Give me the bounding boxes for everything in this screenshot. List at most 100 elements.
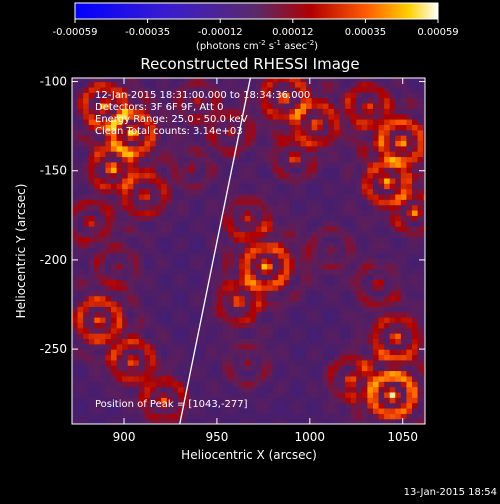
heatmap-cell (133, 113, 140, 120)
heatmap-cell (133, 177, 140, 184)
heatmap-cell (233, 279, 240, 286)
heatmap-cell (317, 193, 324, 200)
heatmap-cell (372, 370, 380, 377)
heatmap-cell (423, 381, 425, 388)
heatmap-cell (300, 386, 307, 393)
heatmap-cell (94, 333, 101, 339)
heatmap-cell (211, 316, 218, 323)
heatmap-cell (411, 418, 419, 424)
heatmap-cell (255, 140, 263, 147)
heatmap-cell (389, 124, 396, 131)
heatmap-cell (250, 97, 257, 104)
heatmap-cell (345, 183, 352, 190)
heatmap-cell (150, 284, 157, 291)
heatmap-cell (77, 365, 84, 372)
heatmap-cell (372, 97, 380, 104)
heatmap-cell (311, 418, 318, 424)
x-tick-label: 950 (205, 430, 228, 444)
heatmap-cell (72, 81, 79, 88)
heatmap-cell (255, 338, 263, 345)
heatmap-cell (356, 354, 363, 361)
heatmap-cell (294, 220, 302, 227)
heatmap-cell (384, 252, 391, 259)
heatmap-cell (272, 108, 279, 115)
heatmap-cell (272, 290, 279, 297)
heatmap-cell (138, 381, 146, 388)
heatmap-cell (417, 349, 424, 356)
heatmap-cell (77, 258, 84, 265)
heatmap-cell (183, 108, 190, 115)
heatmap-cell (289, 258, 296, 265)
heatmap-cell (372, 327, 380, 334)
heatmap-cell (339, 86, 346, 93)
heatmap-cell (400, 397, 408, 404)
heatmap-cell (172, 86, 179, 93)
heatmap-cell (300, 316, 307, 323)
heatmap-cell (122, 226, 129, 232)
heatmap-cell (133, 306, 140, 313)
heatmap-cell (361, 199, 369, 206)
heatmap-cell (189, 113, 196, 120)
heatmap-cells (72, 78, 425, 424)
heatmap-cell (261, 279, 268, 286)
heatmap-cell (300, 204, 307, 211)
heatmap-cell (244, 113, 251, 120)
heatmap-cell (94, 135, 101, 142)
heatmap-cell (239, 295, 246, 302)
heatmap-cell (244, 124, 251, 131)
heatmap-cell (423, 279, 425, 286)
heatmap-cell (250, 311, 257, 318)
heatmap-cell (294, 86, 302, 93)
heatmap-cell (194, 418, 201, 424)
heatmap-cell (88, 354, 95, 361)
heatmap-cell (272, 102, 279, 109)
heatmap-cell (155, 252, 162, 259)
heatmap-cell (423, 242, 425, 249)
heatmap-cell (77, 300, 84, 307)
heatmap-cell (322, 215, 329, 222)
heatmap-cell (105, 129, 112, 136)
heatmap-cell (333, 156, 341, 163)
heatmap-cell (155, 381, 162, 388)
heatmap-cell (345, 167, 352, 174)
heatmap-cell (88, 86, 95, 93)
heatmap-cell (272, 413, 279, 420)
heatmap-cell (94, 193, 101, 200)
heatmap-cell (200, 402, 207, 409)
heatmap-cell (384, 349, 391, 356)
heatmap-cell (361, 220, 369, 227)
heatmap-cell (372, 129, 380, 136)
heatmap-cell (400, 156, 408, 163)
heatmap-cell (122, 381, 129, 388)
heatmap-cell (406, 418, 413, 424)
heatmap-cell (372, 86, 380, 93)
heatmap-cell (99, 381, 107, 388)
heatmap-cell (255, 172, 263, 179)
heatmap-cell (122, 327, 129, 334)
heatmap-cell (144, 391, 151, 398)
heatmap-cell (99, 199, 107, 206)
heatmap-cell (411, 226, 419, 232)
heatmap-cell (361, 161, 369, 168)
heatmap-cell (356, 370, 363, 377)
heatmap-cell (389, 274, 396, 281)
heatmap-cell (105, 258, 112, 265)
heatmap-cell (400, 199, 408, 206)
heatmap-cell (155, 236, 162, 243)
heatmap-cell (345, 113, 352, 120)
heatmap-cell (395, 204, 402, 211)
heatmap-cell (94, 279, 101, 286)
heatmap-cell (400, 386, 408, 393)
heatmap-cell (267, 252, 274, 259)
heatmap-cell (311, 177, 318, 184)
heatmap-cell (294, 274, 302, 281)
heatmap-cell (150, 295, 157, 302)
heatmap-cell (144, 140, 151, 147)
heatmap-cell (384, 391, 391, 398)
heatmap-cell (333, 183, 341, 190)
heatmap-cell (228, 236, 235, 243)
heatmap-cell (411, 92, 419, 99)
heatmap-cell (255, 300, 263, 307)
heatmap-cell (216, 354, 224, 361)
chart-title: Reconstructed RHESSI Image (140, 55, 359, 73)
